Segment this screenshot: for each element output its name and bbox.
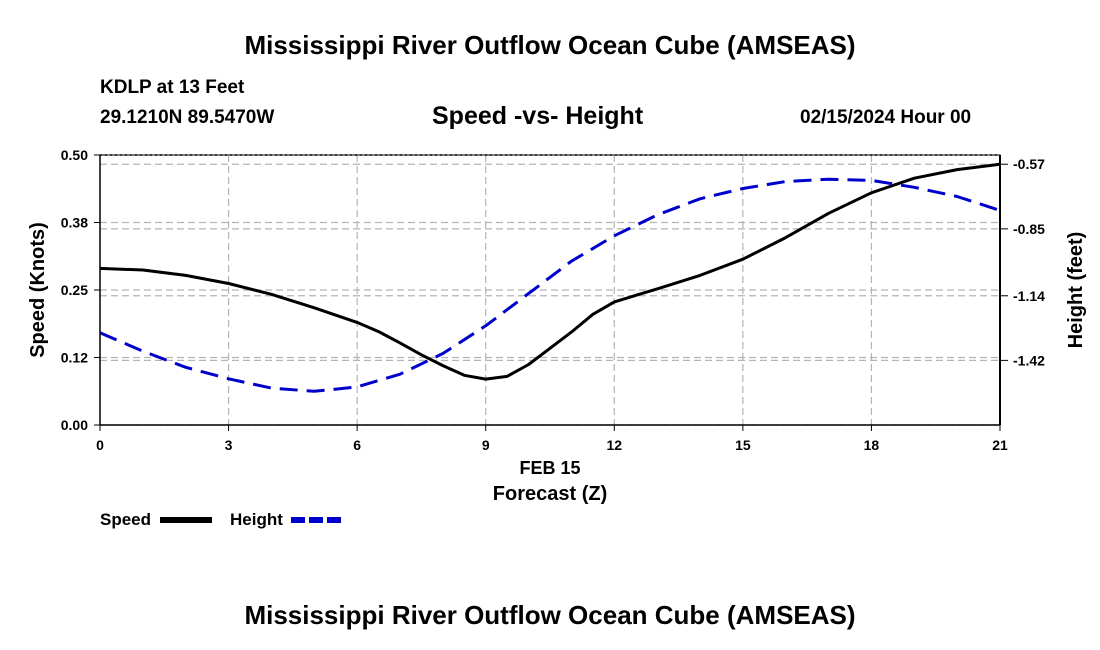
y-tick-label: 0.50 bbox=[61, 147, 88, 163]
x-tick-label: 18 bbox=[864, 437, 880, 453]
legend-height-label: Height bbox=[230, 510, 283, 529]
x-axis-title: Forecast (Z) bbox=[493, 483, 607, 505]
forecast-datetime: 02/15/2024 Hour 00 bbox=[800, 107, 972, 128]
x-tick-label: 3 bbox=[225, 437, 233, 453]
x-date-label: FEB 15 bbox=[519, 458, 580, 478]
x-tick-label: 9 bbox=[482, 437, 490, 453]
y-axis-title: Speed (Knots) bbox=[27, 222, 49, 358]
legend-speed-label: Speed bbox=[100, 510, 151, 529]
y-tick-label: 0.38 bbox=[61, 215, 88, 231]
station-label: KDLP at 13 Feet bbox=[100, 77, 245, 98]
legend: Speed Height bbox=[100, 510, 343, 529]
speed-height-chart: 0 3 6 9 12 15 18 21 0.00 0.12 0.25 0.38 0.50 -1.42 -1.… bbox=[27, 147, 1087, 529]
x-tick-label: 15 bbox=[735, 437, 751, 453]
x-tick-label: 21 bbox=[992, 437, 1008, 453]
y2-axis-title: Height (feet) bbox=[1065, 232, 1087, 349]
height-series-line bbox=[99, 177, 1001, 393]
y-tick-label: 0.00 bbox=[61, 417, 88, 433]
x-tick-label: 6 bbox=[353, 437, 361, 453]
y2-tick-label: -0.85 bbox=[1013, 221, 1045, 237]
x-tick-label: 0 bbox=[96, 437, 104, 453]
tick-labels: 0 3 6 9 12 15 18 21 0.00 0.12 0.25 0.38 0.50 -1.42 -1.… bbox=[61, 147, 1045, 453]
y2-tick-label: -1.14 bbox=[1013, 288, 1045, 304]
x-tick-label: 12 bbox=[606, 437, 622, 453]
station-coordinates: 29.1210N 89.5470W bbox=[100, 107, 275, 128]
speed-series-line bbox=[99, 162, 1001, 381]
y-tick-label: 0.25 bbox=[61, 282, 88, 298]
y2-tick-label: -0.57 bbox=[1013, 156, 1045, 172]
series-layer bbox=[99, 162, 1001, 393]
footer-title: Mississippi River Outflow Ocean Cube (AM… bbox=[244, 600, 856, 630]
chart-subtitle: Speed -vs- Height bbox=[432, 102, 644, 130]
axes bbox=[94, 154, 1008, 431]
y-tick-label: 0.12 bbox=[61, 350, 88, 366]
y2-tick-label: -1.42 bbox=[1013, 352, 1045, 368]
chart-title: Mississippi River Outflow Ocean Cube (AM… bbox=[244, 30, 856, 60]
